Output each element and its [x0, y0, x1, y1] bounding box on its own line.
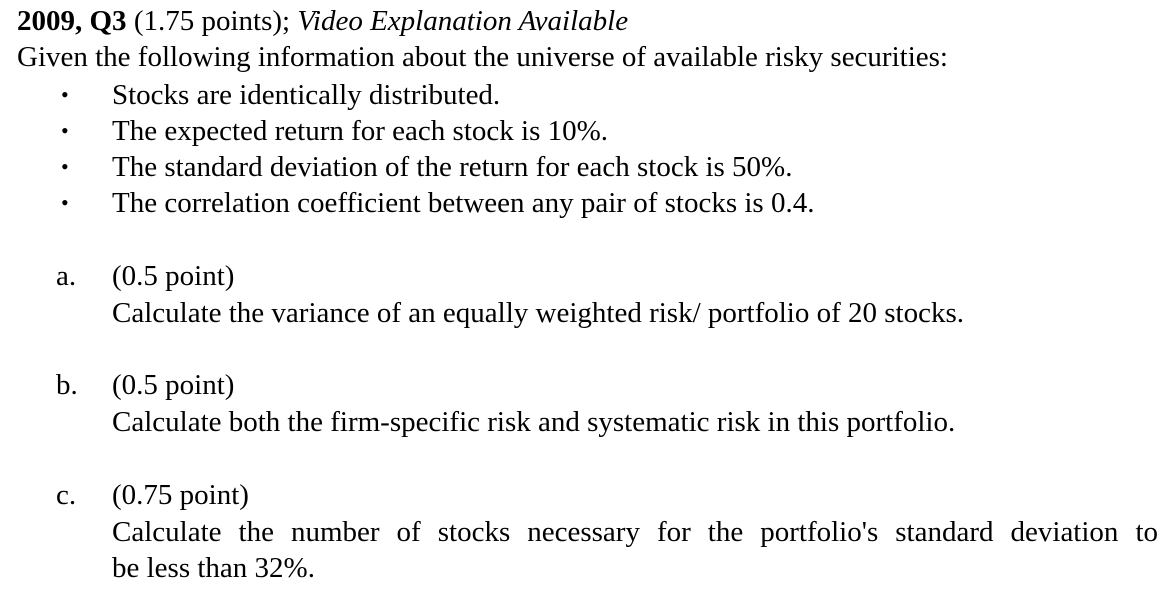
bullet-icon: •: [61, 82, 69, 107]
part-letter: a.: [56, 260, 77, 292]
part-letter: b.: [56, 369, 78, 401]
part-text: be less than 32%.: [112, 552, 315, 584]
part-text: Calculate the variance of an equally wei…: [112, 297, 965, 329]
bullet-icon: •: [61, 154, 69, 179]
part-letter: c.: [56, 479, 77, 511]
bullet-text: Stocks are identically distributed.: [112, 79, 501, 111]
video-explanation-note: Video Explanation Available: [297, 5, 629, 37]
bullet-text: The correlation coefficient between any …: [112, 187, 815, 219]
part-points: (0.75 point): [112, 479, 249, 511]
question-title: 2009, Q3 (1.75 points); Video Explanatio…: [17, 3, 628, 39]
bullet-icon: •: [61, 190, 69, 215]
part-text: Calculate the number of stocks necessary…: [112, 516, 1158, 548]
part-text: Calculate both the firm-specific risk an…: [112, 406, 956, 438]
bullet-text: The standard deviation of the return for…: [112, 151, 793, 183]
part-points: (0.5 point): [112, 369, 235, 401]
part-points: (0.5 point): [112, 260, 235, 292]
question-points: (1.75 points);: [133, 5, 291, 37]
intro-text: Given the following information about th…: [17, 41, 948, 73]
bullet-text: The expected return for each stock is 10…: [112, 115, 609, 147]
question-id: 2009, Q3: [17, 5, 127, 37]
bullet-icon: •: [61, 118, 69, 143]
